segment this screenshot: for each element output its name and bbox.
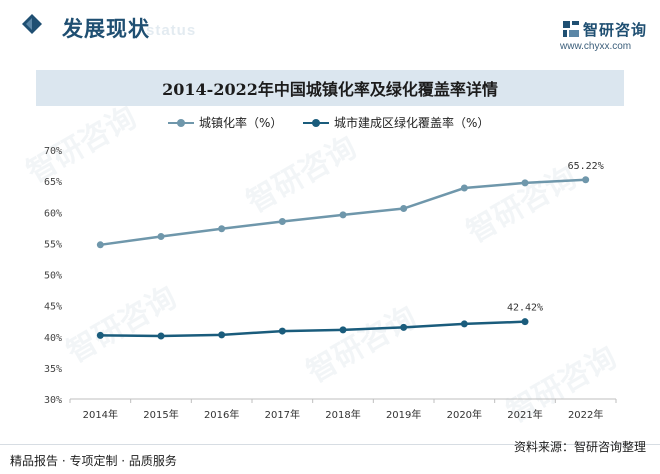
y-tick-label: 60%: [44, 208, 62, 219]
chart-title-bar: 2014-2022年中国城镇化率及绿化覆盖率详情: [36, 70, 624, 106]
brand-url[interactable]: www.chyxx.com: [560, 41, 632, 52]
data-point: [460, 320, 468, 328]
data-point: [218, 331, 226, 339]
line-chart: 30% 35% 40% 45% 50% 55% 60% 65% 70% 2014年 2015年 201…: [44, 146, 617, 421]
data-point: [460, 184, 468, 192]
data-point: [400, 205, 408, 213]
data-point: [582, 176, 590, 184]
data-point: [278, 217, 286, 225]
y-tick-label: 45%: [44, 302, 62, 313]
data-label: 65.22%: [568, 161, 604, 172]
y-tick-label: 70%: [44, 146, 62, 157]
y-tick-label: 40%: [44, 333, 62, 344]
data-point: [218, 225, 226, 233]
x-tick-label: 2022年: [568, 408, 603, 421]
data-point: [96, 241, 104, 249]
chart-title: 2014-2022年中国城镇化率及绿化覆盖率详情: [162, 80, 498, 99]
legend-item-urbanization: 城镇化率（%）: [168, 114, 282, 131]
data-point: [339, 326, 347, 334]
x-tick-label: 2020年: [447, 408, 482, 421]
x-tick-label: 2017年: [265, 408, 300, 421]
y-tick-label: 50%: [44, 271, 62, 282]
x-tick-label: 2015年: [143, 408, 178, 421]
chart-legend: 城镇化率（%） 城市建成区绿化覆盖率（%）: [0, 114, 660, 134]
legend-swatch-green-coverage: [303, 118, 329, 128]
data-point: [157, 332, 165, 340]
x-tick-label: 2021年: [507, 408, 542, 421]
y-tick-label: 55%: [44, 239, 62, 250]
legend-label: 城市建成区绿化覆盖率（%）: [334, 116, 490, 130]
data-point: [339, 211, 347, 219]
footer-divider: [0, 444, 660, 445]
data-label: 42.42%: [507, 303, 543, 314]
section-title: 发展现状: [62, 16, 150, 41]
source-note: 资料来源：智研咨询整理: [513, 440, 646, 454]
brand-logo-icon: [563, 21, 579, 37]
data-point: [96, 331, 104, 339]
data-point: [278, 327, 286, 335]
header: status 发展现状 智研咨询 www.chyxx.com: [0, 0, 660, 62]
x-tick-label: 2018年: [325, 408, 360, 421]
y-tick-label: 30%: [44, 395, 62, 406]
footer: 精品报告 · 专项定制 · 品质服务: [0, 444, 660, 474]
series-line-2: [100, 320, 526, 338]
y-tick-label: 65%: [44, 177, 62, 188]
data-point: [521, 179, 529, 187]
x-tick-label: 2014年: [83, 408, 118, 421]
data-point: [521, 318, 529, 326]
diamond-icon: [22, 14, 42, 34]
legend-swatch-urbanization: [168, 118, 194, 128]
data-point: [400, 323, 408, 331]
x-tick-label: 2016年: [204, 408, 239, 421]
y-tick-label: 35%: [44, 364, 62, 375]
legend-label: 城镇化率（%）: [199, 116, 283, 130]
section-subtitle: status: [146, 22, 197, 39]
footer-slogan: 精品报告 · 专项定制 · 品质服务: [10, 454, 177, 468]
data-point: [157, 233, 165, 241]
brand-name: 智研咨询: [583, 21, 648, 39]
x-tick-label: 2019年: [386, 408, 421, 421]
legend-item-green-coverage: 城市建成区绿化覆盖率（%）: [303, 114, 489, 131]
